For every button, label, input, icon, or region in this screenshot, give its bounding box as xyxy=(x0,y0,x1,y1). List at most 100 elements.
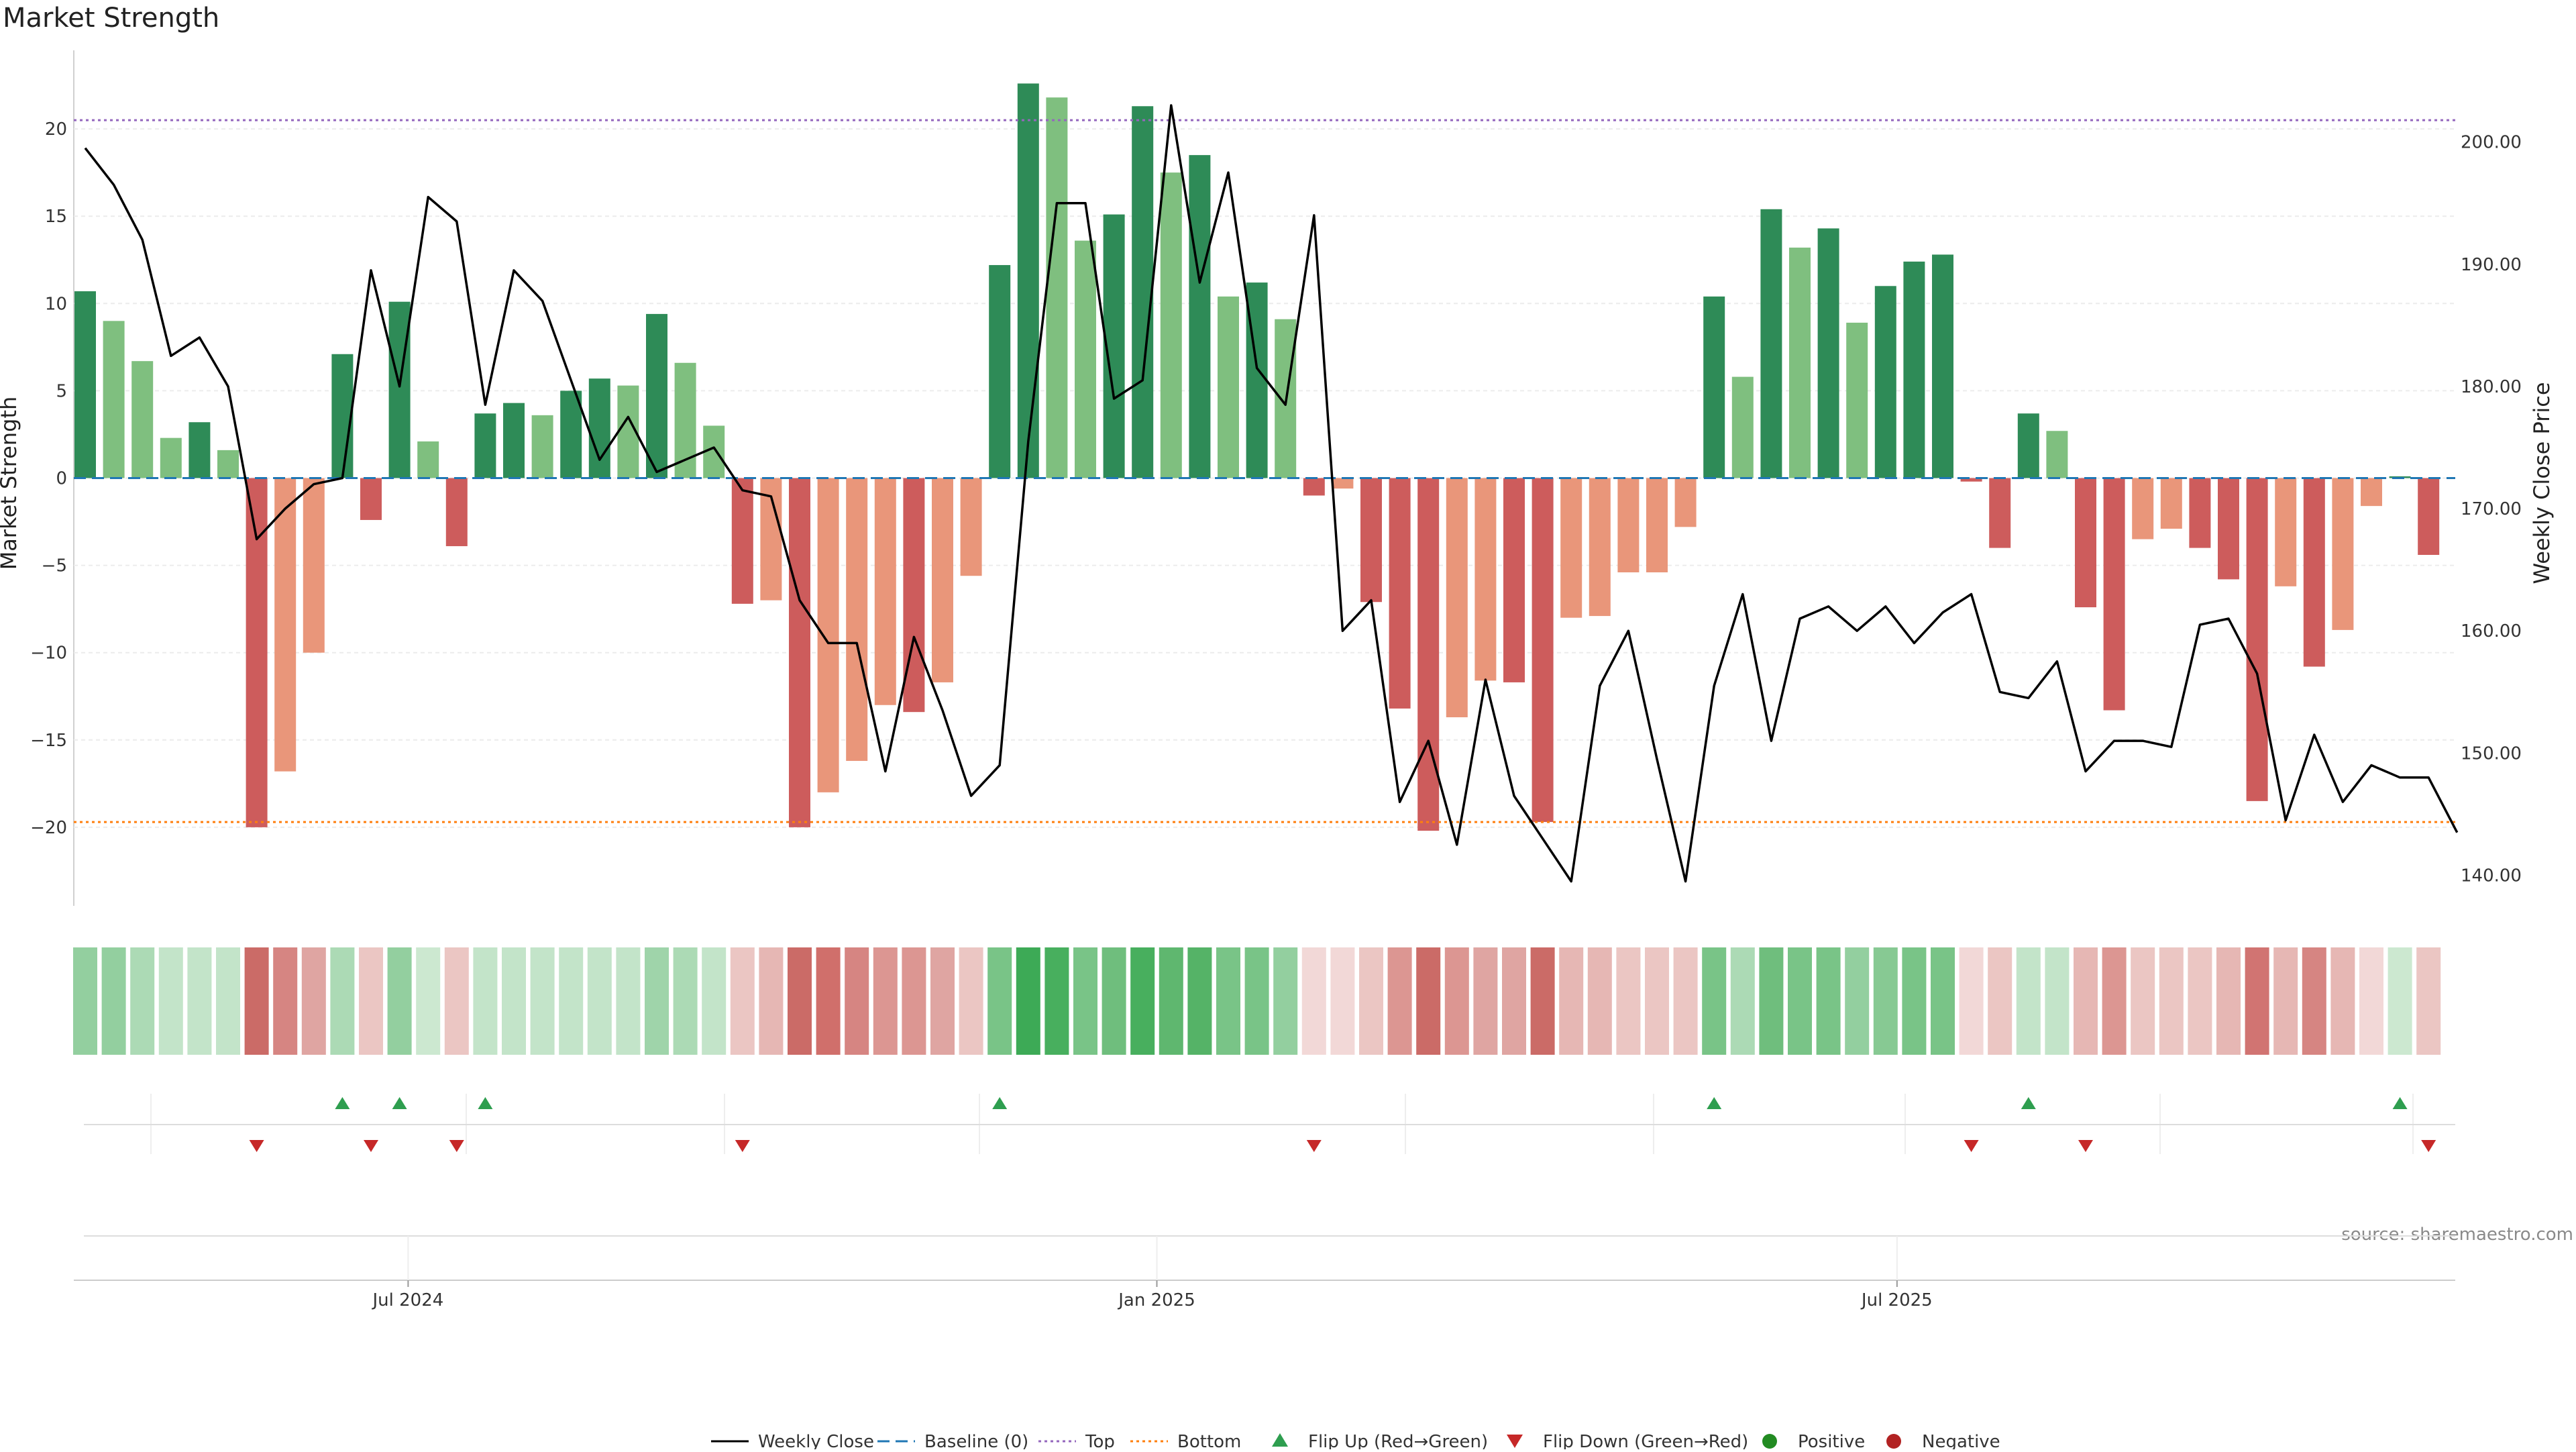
price-line-layer xyxy=(84,104,2459,883)
heat-cell xyxy=(1130,947,1155,1055)
flip-down-marker xyxy=(735,1140,750,1152)
right-axis-ticks: 200.00 190.00 180.00 170.00 160.00 150.00 140.… xyxy=(2461,133,2522,886)
strength-bar xyxy=(874,478,896,705)
strength-bar xyxy=(474,413,496,478)
legend-label: Positive xyxy=(1798,1432,1865,1449)
heat-cell xyxy=(158,947,183,1055)
heat-cell xyxy=(1359,947,1383,1055)
right-tick-label: 200.00 xyxy=(2461,133,2522,153)
heat-cell xyxy=(2273,947,2298,1055)
strength-bar xyxy=(417,441,439,478)
heat-cell xyxy=(1244,947,1269,1055)
heat-cell xyxy=(873,947,898,1055)
left-tick-label: −15 xyxy=(30,731,67,751)
strength-bar xyxy=(1674,478,1697,527)
heat-cell xyxy=(1387,947,1412,1055)
heat-cell xyxy=(1788,947,1812,1055)
strength-bar xyxy=(1046,97,1068,478)
heat-cell xyxy=(1873,947,1898,1055)
left-tick-label: 0 xyxy=(56,469,67,489)
strength-bar xyxy=(817,478,839,792)
heat-cell xyxy=(587,947,612,1055)
heat-cell xyxy=(616,947,641,1055)
right-tick-label: 190.00 xyxy=(2461,255,2522,275)
heat-cell xyxy=(2159,947,2184,1055)
legend-label: Flip Down (Green→Red) xyxy=(1543,1432,1748,1449)
heat-cell xyxy=(2245,947,2269,1055)
heat-cell xyxy=(1902,947,1927,1055)
strength-bar xyxy=(1731,376,1754,478)
heat-cell xyxy=(1530,947,1555,1055)
heat-cell xyxy=(673,947,698,1055)
strength-bars xyxy=(74,83,2440,831)
strength-bar xyxy=(703,425,725,478)
right-tick-label: 180.00 xyxy=(2461,377,2522,397)
flip-down-marker xyxy=(2078,1140,2093,1152)
strength-bar xyxy=(1332,478,1354,489)
heat-cell xyxy=(1816,947,1841,1055)
x-tick-label: Jan 2025 xyxy=(1117,1290,1195,1310)
heat-cell xyxy=(1959,947,1984,1055)
strength-bar xyxy=(1303,478,1325,496)
strength-bar xyxy=(274,478,297,772)
strength-bar xyxy=(2361,478,2382,507)
strength-bar xyxy=(1874,286,1896,478)
strength-bar xyxy=(2303,478,2325,667)
left-tick-label: 20 xyxy=(45,119,67,140)
strength-bar xyxy=(360,478,382,520)
strength-bar xyxy=(789,478,810,827)
left-tick-label: 15 xyxy=(45,207,67,227)
heat-cell xyxy=(1730,947,1755,1055)
strength-bar xyxy=(1960,478,1982,482)
heat-cell xyxy=(2102,947,2127,1055)
heat-cell xyxy=(1473,947,1498,1055)
legend-label: Weekly Close xyxy=(758,1432,874,1449)
legend-flip-down-swatch xyxy=(1507,1435,1523,1448)
strength-bar xyxy=(646,313,667,478)
heat-cell xyxy=(1845,947,1870,1055)
strength-bar xyxy=(1075,240,1096,478)
heat-cell xyxy=(930,947,955,1055)
heat-cell xyxy=(1616,947,1641,1055)
legend-label: Baseline (0) xyxy=(924,1432,1028,1449)
left-axis-title: Market Strength xyxy=(0,397,21,570)
heat-cell xyxy=(1587,947,1612,1055)
strength-bar xyxy=(189,422,211,478)
legend-negative-swatch xyxy=(1886,1434,1901,1449)
legend-positive-swatch xyxy=(1762,1434,1777,1449)
right-tick-label: 160.00 xyxy=(2461,621,2522,641)
heat-cell xyxy=(1702,947,1727,1055)
strength-bar xyxy=(2046,431,2068,478)
strength-bar xyxy=(588,378,610,478)
heat-cell xyxy=(1273,947,1298,1055)
strength-bar xyxy=(131,361,154,478)
heat-cell xyxy=(359,947,383,1055)
strength-bar xyxy=(217,450,239,478)
heat-cell xyxy=(645,947,669,1055)
strength-bar xyxy=(1474,478,1497,681)
heat-cell xyxy=(1044,947,1069,1055)
heat-cell xyxy=(244,947,269,1055)
strength-bar xyxy=(1417,478,1440,831)
strength-bar xyxy=(2075,478,2096,608)
heat-cell xyxy=(130,947,155,1055)
heat-cell xyxy=(816,947,841,1055)
heat-cell xyxy=(2074,947,2098,1055)
heat-cell xyxy=(987,947,1012,1055)
flip-up-marker xyxy=(392,1097,407,1109)
flip-up-marker xyxy=(335,1097,350,1109)
left-tick-label: 5 xyxy=(56,381,67,401)
heat-cell xyxy=(2216,947,2241,1055)
weekly-close-line xyxy=(84,104,2459,883)
heat-cell xyxy=(1645,947,1669,1055)
heat-cell xyxy=(2330,947,2355,1055)
strength-bar xyxy=(2017,413,2039,478)
strength-bar xyxy=(2418,478,2440,555)
heat-cell xyxy=(788,947,812,1055)
heat-cell xyxy=(2016,947,2041,1055)
flip-down-marker xyxy=(1964,1140,1979,1152)
heat-cell xyxy=(759,947,784,1055)
strength-bar xyxy=(160,437,182,478)
strength-bar xyxy=(1017,83,1039,478)
